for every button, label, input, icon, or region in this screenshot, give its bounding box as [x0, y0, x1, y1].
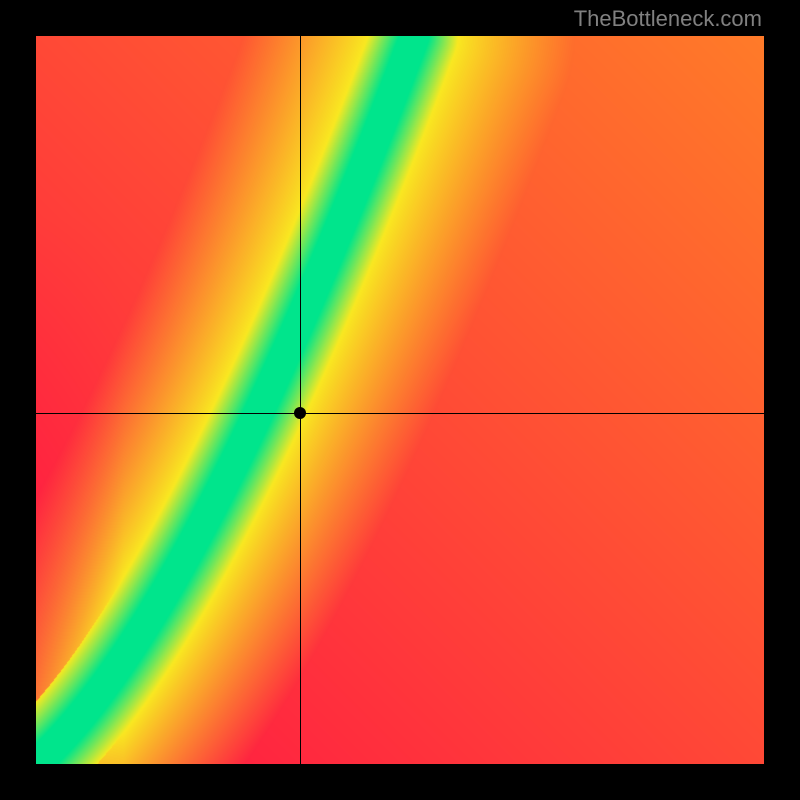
watermark-text: TheBottleneck.com	[574, 6, 762, 32]
crosshair-vertical	[300, 36, 301, 764]
heatmap-plot	[36, 36, 764, 764]
marker-dot	[294, 407, 306, 419]
crosshair-horizontal	[36, 413, 764, 414]
heatmap-canvas	[36, 36, 764, 764]
